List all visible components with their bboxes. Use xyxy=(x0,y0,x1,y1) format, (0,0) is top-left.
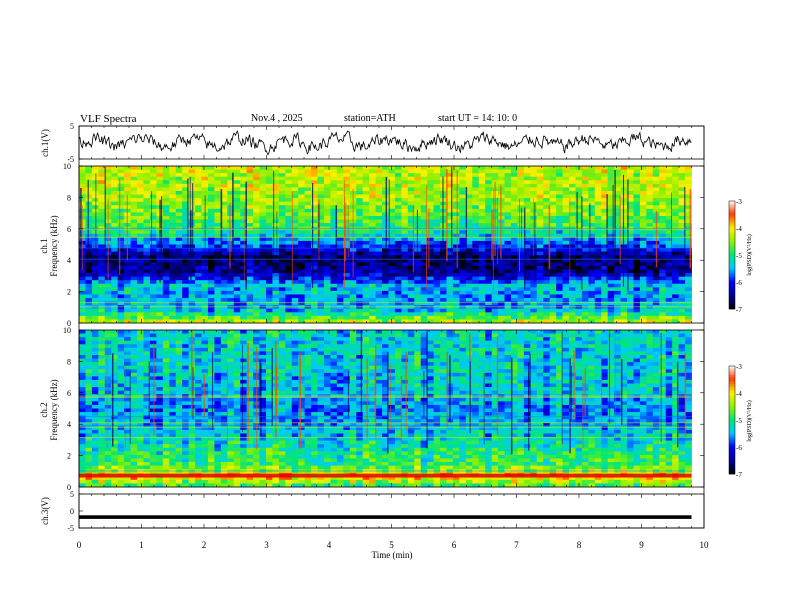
ch2-spectrogram-image xyxy=(79,330,692,488)
ch1-y-tick-label: 5 xyxy=(70,122,74,131)
ch1-spectrogram-ylabel2: ch.1 xyxy=(39,238,49,253)
date-label: Nov.4 , 2025 xyxy=(251,113,303,124)
ch2-colorbar-tick-label: -4 xyxy=(736,390,742,398)
x-tick-label: 3 xyxy=(264,540,269,550)
ch3-y-tick-label: 5 xyxy=(70,490,74,499)
ch1-freq-tick-label: 0 xyxy=(67,319,71,328)
ch2-colorbar-tick-label: -6 xyxy=(736,444,742,452)
ch1-colorbar-tick-label: -3 xyxy=(736,198,742,206)
ch1-colorbar xyxy=(728,200,736,310)
ch2-spectrogram-ylabel: Frequency (kHz) xyxy=(49,379,59,440)
ch2-colorbar-label: log(PSD)(V²/Hz) xyxy=(746,400,753,441)
x-tick-label: 1 xyxy=(139,540,144,550)
ch1-freq-tick-label: 6 xyxy=(67,225,71,234)
ch2-freq-tick-label: 10 xyxy=(63,326,71,335)
x-tick-label: 6 xyxy=(452,540,457,550)
ch1-waveform-ylabel: ch.1(V) xyxy=(40,129,50,157)
ch1-freq-tick-label: 8 xyxy=(67,193,71,202)
ch3-waveform-frame xyxy=(78,493,705,529)
ch1-freq-tick-label: 10 xyxy=(63,162,71,171)
x-tick-label: 2 xyxy=(202,540,207,550)
ch3-waveform-line xyxy=(79,515,692,519)
ch1-colorbar-tick-label: -7 xyxy=(736,306,742,314)
station-label: station=ATH xyxy=(344,113,396,124)
ch1-freq-tick-label: 2 xyxy=(67,288,71,297)
ch2-colorbar-tick-label: -3 xyxy=(736,363,742,371)
x-tick-label: 5 xyxy=(389,540,394,550)
ch2-colorbar-tick-label: -5 xyxy=(736,417,742,425)
ch1-colorbar-label: log(PSD)(V²/Hz) xyxy=(746,234,753,275)
ch1-freq-tick-label: 4 xyxy=(67,256,71,265)
tick-labels: 0 1 2 3 4 5 6 7 8 9 105-550-502468100246810-3-4-5-… xyxy=(63,122,742,550)
ch2-freq-tick-label: 4 xyxy=(67,420,71,429)
ch2-colorbar xyxy=(728,365,736,475)
ch2-freq-tick-label: 2 xyxy=(67,452,71,461)
ch1-colorbar-tick-label: -5 xyxy=(736,252,742,260)
ch1-spectrogram-image xyxy=(79,166,692,324)
plot-title: VLF Spectra xyxy=(80,113,137,125)
x-tick-label: 7 xyxy=(514,540,519,550)
ch2-colorbar-tick-label: -7 xyxy=(736,471,742,479)
x-tick-label: 10 xyxy=(700,540,710,550)
x-tick-label: 4 xyxy=(327,540,332,550)
ch1-colorbar-tick-label: -6 xyxy=(736,279,742,287)
ch3-y-tick-label: 0 xyxy=(70,507,74,516)
ch3-waveform-ylabel: ch.3(V) xyxy=(40,497,50,525)
ch2-freq-tick-label: 6 xyxy=(67,389,71,398)
x-tick-label: 9 xyxy=(639,540,644,550)
x-tick-label: 0 xyxy=(77,540,82,550)
time-axis-label: Time (min) xyxy=(372,550,413,560)
ch3-y-tick-label: -5 xyxy=(67,524,74,533)
waveform-lines xyxy=(79,130,692,519)
x-tick-label: 8 xyxy=(577,540,582,550)
ch1-y-tick-label: -5 xyxy=(67,155,74,164)
ch1-waveform-line xyxy=(79,130,692,156)
ch1-colorbar-tick-label: -4 xyxy=(736,225,742,233)
start-time-label: start UT = 14: 10: 0 xyxy=(438,113,518,124)
ch2-low-frequency-band xyxy=(79,473,692,478)
ch1-spectrogram-ylabel: Frequency (kHz) xyxy=(49,215,59,276)
ch2-freq-tick-label: 8 xyxy=(67,357,71,366)
colorbars xyxy=(728,200,736,475)
tick-marks xyxy=(78,125,705,529)
ch2-spectrogram-ylabel2: ch.2 xyxy=(39,402,49,417)
ch2-freq-tick-label: 0 xyxy=(67,483,71,492)
